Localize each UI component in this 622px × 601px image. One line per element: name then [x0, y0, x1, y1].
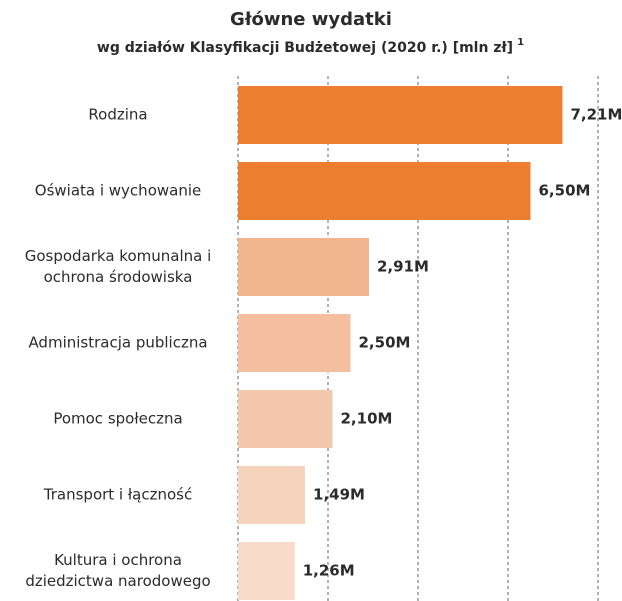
- value-label: 1,26M: [303, 562, 355, 580]
- category-label: Rodzina: [88, 105, 148, 124]
- category-label: Gospodarka komunalna i ochrona środowisk…: [24, 247, 212, 286]
- bar: [238, 162, 531, 220]
- value-label: 1,49M: [313, 486, 365, 504]
- value-label: 2,91M: [377, 258, 429, 276]
- category-label: Kultura i ochrona dziedzictwa narodowego: [25, 551, 211, 590]
- value-label: 2,50M: [359, 334, 411, 352]
- bar: [238, 466, 306, 524]
- chart-title: Główne wydatki: [230, 9, 392, 30]
- bar: [238, 542, 295, 600]
- chart-subtitle: wg działów Klasyfikacji Budżetowej (2020…: [97, 40, 513, 56]
- bar: [238, 314, 351, 372]
- bar: [238, 238, 369, 296]
- value-label: 2,10M: [341, 410, 393, 428]
- subtitle-note: 1: [517, 37, 524, 48]
- value-label: 7,21M: [570, 106, 622, 124]
- value-label: 6,50M: [539, 182, 591, 200]
- category-label: Administracja publiczna: [28, 333, 208, 352]
- category-label: Pomoc społeczna: [53, 409, 183, 428]
- bar: [238, 390, 333, 448]
- bar: [238, 86, 563, 144]
- category-label: Transport i łączność: [43, 485, 193, 504]
- category-label: Oświata i wychowanie: [34, 181, 202, 200]
